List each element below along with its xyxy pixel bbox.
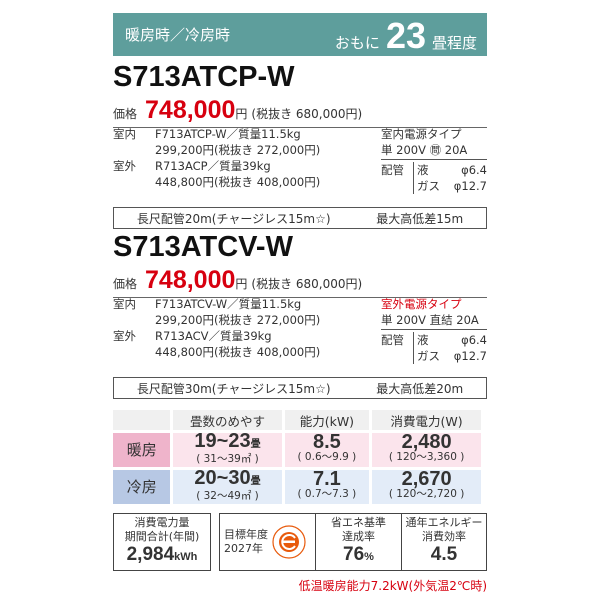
row-label: 暖房 — [113, 433, 171, 467]
gas-size: φ12.7 — [453, 349, 487, 363]
pipe-label: 配管 — [381, 333, 404, 347]
low-temp-note: 低温暖房能力7.2kW(外気温2℃時) — [298, 579, 487, 593]
label: 通年エネルギー — [405, 516, 483, 529]
label: 省エネ基準 — [331, 516, 386, 529]
height-diff: 最大高低差15m — [376, 211, 464, 226]
gas-size: φ12.7 — [453, 179, 487, 193]
power-range: ( 120～2,720 ) — [388, 488, 465, 500]
row-label: 冷房 — [113, 470, 171, 504]
price-ex-tax: (税抜き 680,000円) — [251, 107, 363, 121]
power: 2,480 — [401, 431, 452, 453]
size-value: 20~30 — [194, 466, 251, 489]
unit: 畳 — [250, 475, 261, 487]
price-value: 748,000 — [145, 266, 236, 294]
model-name: S713ATCV-W — [113, 231, 293, 263]
area: ( 31～39㎡ ) — [196, 452, 259, 465]
liquid-size: φ6.4 — [461, 163, 487, 177]
indoor-unit: F713ATCV-W／質量11.5kg — [155, 297, 302, 311]
col-header: 消費電力(W) — [372, 410, 481, 430]
power-type: 室内電源タイプ — [381, 127, 462, 141]
power-spec: 単 200V ㉄ 20A — [381, 143, 468, 157]
price-label: 価格 — [113, 107, 138, 121]
col-header: 畳数のめやす — [173, 410, 282, 430]
label: 達成率 — [342, 530, 375, 543]
spec-block: 室内 F713ATCV-W／質量11.5kg 299,200円(税抜き 272,0… — [113, 296, 487, 364]
outdoor-unit: R713ACP／質量39kg — [155, 159, 271, 173]
label: 目標年度 — [224, 528, 268, 541]
long-pipe: 長尺配管30m(チャージレス15m☆) — [136, 381, 331, 396]
annual-consumption-box: 消費電力量 期間合計(年間) 2,984kWh — [113, 513, 211, 571]
unit: 畳 — [250, 438, 261, 450]
model-name: S713ATCP-W — [113, 61, 295, 93]
capacity-range: ( 0.6～9.9 ) — [297, 451, 357, 463]
outdoor-price: 448,800円(税抜き 408,000円) — [155, 345, 321, 359]
indoor-unit: F713ATCP-W／質量11.5kg — [155, 127, 301, 141]
outdoor-label: 室外 — [113, 159, 136, 173]
unit: kWh — [174, 551, 198, 563]
unit: % — [364, 551, 374, 563]
price-value: 748,000 — [145, 96, 236, 124]
label: 消費電力量 — [134, 516, 190, 529]
label: 消費効率 — [422, 530, 466, 543]
achievement-rate: 76 — [343, 544, 365, 565]
outdoor-label: 室外 — [113, 329, 136, 343]
power-range: ( 120～3,360 ) — [388, 451, 465, 463]
size-suffix: 畳程度 — [431, 34, 477, 52]
liquid-size: φ6.4 — [461, 333, 487, 347]
power-type: 室外電源タイプ — [381, 297, 462, 311]
liquid-label: 液 — [417, 333, 429, 347]
energy-box: 目標年度 2027年 省エネ基準 達成率 76% 通年エネルギー 消費効率 4.5 — [219, 513, 487, 571]
table-row-heating: 暖房 19~23畳 ( 31～39㎡ ) 8.5( 0.6～9.9 ) 2,480… — [113, 429, 481, 467]
spec-block: 室内 F713ATCP-W／質量11.5kg 299,200円(税抜き 272,0… — [113, 126, 487, 194]
indoor-label: 室内 — [113, 297, 136, 311]
power-spec: 単 200V 直結 20A — [381, 313, 479, 327]
outdoor-price: 448,800円(税抜き 408,000円) — [155, 175, 321, 189]
mode-label: 暖房時／冷房時 — [125, 26, 231, 44]
capacity: 7.1 — [312, 468, 341, 490]
annual-value: 2,984 — [126, 544, 175, 565]
header-band: 暖房時／冷房時 おもに 23 畳程度 — [113, 13, 487, 56]
price-ex-tax: (税抜き 680,000円) — [251, 277, 363, 291]
area: ( 32～49㎡ ) — [196, 489, 259, 502]
size-value: 19~23 — [194, 429, 251, 452]
indoor-label: 室内 — [113, 127, 136, 141]
indoor-price: 299,200円(税抜き 272,000円) — [155, 313, 321, 327]
gas-label: ガス — [417, 349, 440, 363]
power: 2,670 — [401, 468, 452, 490]
yen: 円 — [235, 277, 248, 291]
indoor-price: 299,200円(税抜き 272,000円) — [155, 143, 321, 157]
price-row: 価格 748,000 円 (税抜き 680,000円) — [113, 266, 487, 298]
label: 2027年 — [224, 542, 263, 555]
capacity: 8.5 — [312, 431, 341, 453]
pipe-label: 配管 — [381, 163, 404, 177]
price-row: 価格 748,000 円 (税抜き 680,000円) — [113, 96, 487, 128]
yen: 円 — [235, 107, 248, 121]
label: 期間合計(年間) — [124, 530, 200, 543]
liquid-label: 液 — [417, 163, 429, 177]
price-label: 価格 — [113, 277, 138, 291]
energy-saving-mark-icon — [272, 525, 306, 559]
gas-label: ガス — [417, 179, 440, 193]
long-pipe: 長尺配管20m(チャージレス15m☆) — [136, 211, 331, 226]
capacity-range: ( 0.7～7.3 ) — [297, 488, 357, 500]
performance-table: 畳数のめやす 能力(kW) 消費電力(W) 暖房 19~23畳 ( 31～39㎡ ) … — [110, 407, 484, 507]
room-size: 23 — [385, 15, 426, 56]
height-diff: 最大高低差20m — [376, 381, 464, 396]
table-row-cooling: 冷房 20~30畳 ( 32～49㎡ ) 7.1( 0.7～7.3 ) 2,670… — [113, 466, 481, 504]
pipe-length-box: 長尺配管20m(チャージレス15m☆) 最大高低差15m — [113, 207, 487, 229]
outdoor-unit: R713ACV／質量39kg — [155, 329, 272, 343]
col-header: 能力(kW) — [284, 410, 370, 430]
pipe-length-box: 長尺配管30m(チャージレス15m☆) 最大高低差20m — [113, 377, 487, 399]
apf-value: 4.5 — [430, 544, 458, 565]
size-prefix: おもに — [334, 34, 380, 52]
